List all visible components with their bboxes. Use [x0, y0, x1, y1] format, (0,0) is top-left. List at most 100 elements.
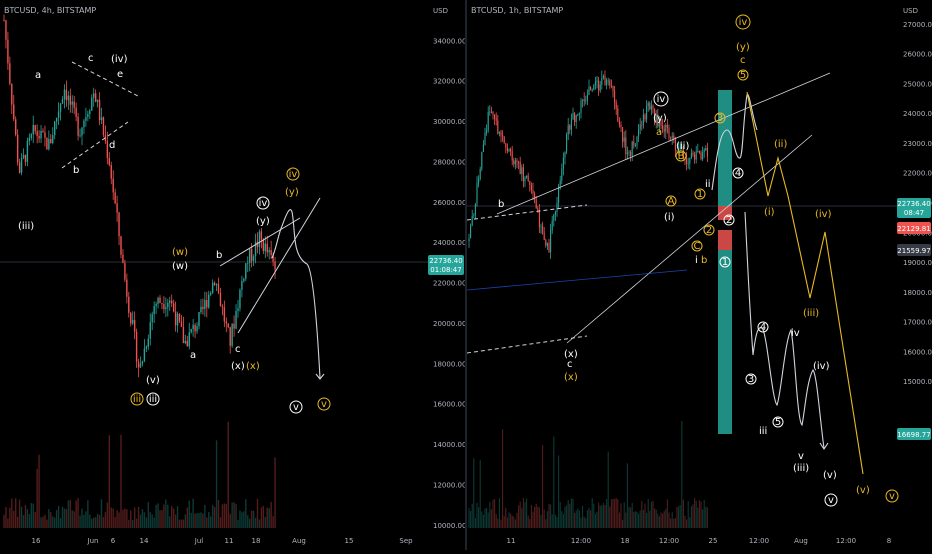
volume-bar: [494, 499, 496, 528]
wave-label: (y): [285, 187, 299, 198]
left-chart-panel[interactable]: BTCUSD, 4h, BITSTAMP USD 34000.00 32000.0…: [0, 0, 466, 550]
volume-bar: [665, 508, 667, 528]
volume-bar: [272, 516, 274, 528]
left-price-chart[interactable]: BTCUSD, 4h, BITSTAMP USD 34000.00 32000.0…: [0, 0, 466, 550]
candle-body: [654, 108, 656, 124]
volume-bar: [213, 507, 216, 528]
volume-bar: [104, 512, 107, 528]
volume-bar: [237, 519, 239, 528]
volume-bar: [529, 519, 531, 528]
x-tick-label: Jun: [87, 537, 99, 545]
right-tag-gray: 21559.97: [897, 247, 930, 255]
wave-label: b: [498, 199, 504, 210]
candle-body: [503, 136, 505, 144]
right-chart-panel[interactable]: BTCUSD, 1h, BITSTAMP USD 27000.00 26000.0…: [466, 0, 932, 550]
candle-body: [487, 112, 489, 131]
wave-label: ii: [705, 179, 711, 190]
circle-marker: [824, 493, 838, 507]
candle-body: [606, 80, 608, 85]
candle-body: [690, 153, 692, 159]
right-price-chart[interactable]: BTCUSD, 1h, BITSTAMP USD 27000.00 26000.0…: [466, 0, 932, 550]
volume-bar: [479, 459, 481, 528]
volume-bar: [553, 436, 555, 528]
candle-body: [663, 128, 665, 132]
volume-bar: [274, 457, 276, 528]
candle-body: [535, 199, 537, 209]
y-tick-label: 20000.00: [433, 320, 465, 328]
candle-body: [126, 279, 128, 297]
candle-body: [163, 304, 165, 310]
candle-body: [622, 127, 624, 142]
volume-bar: [559, 502, 561, 528]
volume-bar: [470, 511, 472, 528]
wave-label: (iii): [803, 308, 819, 319]
volume-bar: [679, 505, 681, 528]
candle-body: [694, 154, 696, 160]
volume-bar: [266, 507, 268, 528]
candle-body: [135, 331, 138, 362]
volume-bar: [108, 435, 110, 528]
y-tick-label: 23000.00: [903, 140, 932, 148]
wave-label: c: [567, 359, 573, 370]
volume-bar: [578, 510, 580, 528]
candle-body: [128, 296, 130, 313]
candle-body: [122, 254, 124, 263]
wave-label: b: [216, 250, 222, 261]
x-tick-label: 8: [887, 537, 891, 545]
candle-body: [689, 158, 691, 164]
x-tick-label: 25: [709, 537, 718, 545]
volume-bar: [537, 506, 539, 528]
right-price-tags: 22736.40 08:47 22129.81 21559.97 16698.7…: [897, 198, 931, 440]
volume-bar: [530, 505, 532, 528]
wave-label: (iii): [18, 221, 34, 232]
wave-label: a: [190, 350, 196, 361]
candle-body: [514, 160, 516, 165]
wave-label: e: [117, 69, 123, 80]
candle-body: [470, 225, 472, 239]
volume-bar: [636, 511, 638, 528]
volume-bar: [671, 512, 673, 528]
volume-bar: [126, 509, 128, 528]
wave-label: 1: [697, 189, 703, 200]
volume-bar: [106, 502, 109, 528]
candle-body: [52, 135, 54, 144]
candle-body: [157, 297, 159, 304]
candle-body: [500, 131, 502, 136]
candle-body: [11, 83, 13, 105]
volume-bar: [583, 516, 585, 528]
volume-bar: [26, 509, 29, 528]
candle-body: [44, 132, 46, 138]
candle-body: [266, 243, 268, 253]
candle-body: [545, 239, 547, 246]
y-tick-label: 15000.00: [903, 378, 932, 386]
volume-bar: [211, 504, 214, 528]
candle-body: [102, 117, 105, 136]
candle-body: [481, 151, 483, 169]
wave-label: iv: [791, 328, 800, 339]
circle-marker: [286, 167, 300, 181]
volume-bar: [202, 513, 204, 528]
wave-label: (w): [172, 261, 188, 272]
candle-body: [676, 150, 678, 152]
volume-bar: [481, 511, 483, 528]
volume-bar: [678, 506, 680, 528]
volume-bar: [219, 517, 222, 528]
candle-body: [673, 135, 675, 139]
volume-bar: [598, 502, 600, 528]
candle-body: [210, 292, 212, 295]
candles: [3, 14, 276, 378]
left-y-axis: 34000.00 32000.00 30000.00 28000.00 26000.00…: [433, 37, 466, 529]
candle-body: [93, 93, 95, 98]
candle-body: [54, 121, 56, 136]
volume-bar: [478, 507, 480, 528]
candle-body: [143, 348, 146, 362]
volume-bar: [180, 519, 183, 528]
volume-bar: [617, 499, 619, 528]
volume-bar: [604, 505, 606, 528]
candle-body: [149, 322, 151, 339]
volume-bar: [229, 513, 231, 528]
volume-bar: [666, 499, 668, 528]
candle-body: [69, 95, 71, 105]
volume-bar: [498, 498, 500, 528]
volume-bar: [79, 515, 81, 528]
